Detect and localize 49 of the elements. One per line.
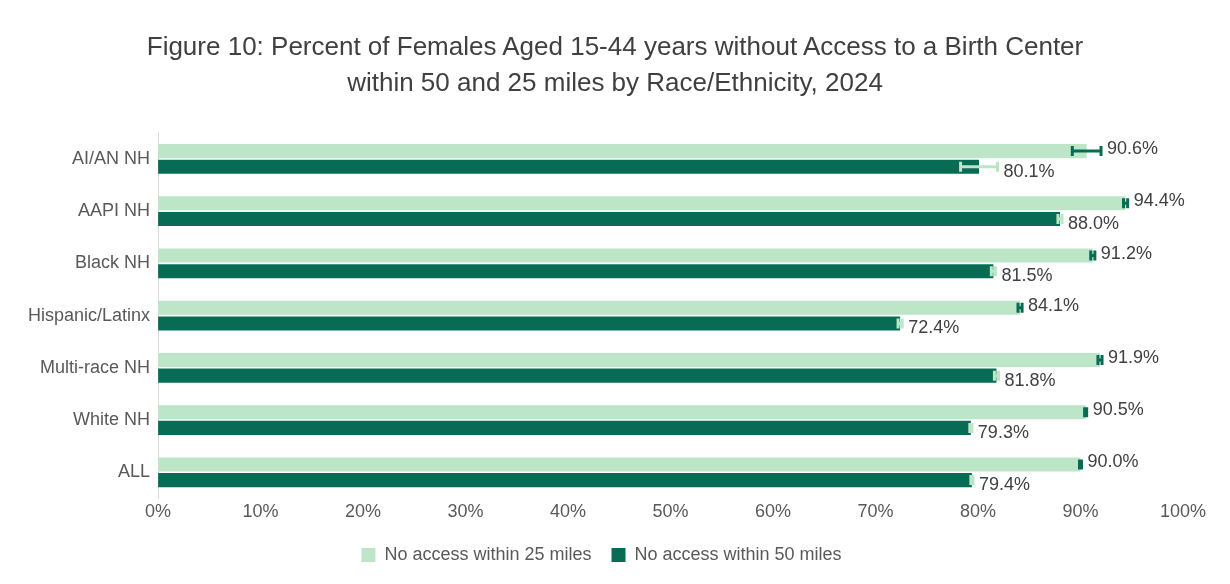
y-tick-label: White NH bbox=[73, 409, 151, 430]
data-label: 84.1% bbox=[1028, 294, 1080, 315]
x-tick-label: 90% bbox=[1062, 501, 1099, 522]
legend-label: No access within 50 miles bbox=[634, 543, 842, 564]
x-tick-label: 10% bbox=[242, 501, 279, 522]
data-label: 94.4% bbox=[1133, 190, 1185, 211]
bar bbox=[158, 457, 1081, 472]
data-label: 79.3% bbox=[977, 421, 1029, 442]
data-label: 88.0% bbox=[1068, 212, 1120, 233]
data-label: 79.4% bbox=[978, 474, 1030, 495]
x-tick-label: 30% bbox=[447, 501, 484, 522]
bar bbox=[158, 264, 994, 279]
x-tick-label: 20% bbox=[345, 501, 382, 522]
y-tick-label: Multi-race NH bbox=[40, 356, 151, 377]
y-tick-label: AAPI NH bbox=[78, 200, 151, 221]
data-label: 81.5% bbox=[1001, 265, 1053, 286]
bar bbox=[158, 420, 971, 435]
data-label: 72.4% bbox=[908, 317, 960, 338]
x-tick-label: 0% bbox=[145, 501, 172, 522]
data-label: 80.1% bbox=[1003, 160, 1055, 181]
x-tick-label: 100% bbox=[1159, 501, 1207, 522]
legend-label: No access within 25 miles bbox=[384, 543, 592, 564]
bar bbox=[158, 316, 901, 331]
data-label: 81.8% bbox=[1004, 369, 1056, 390]
bar bbox=[158, 248, 1093, 263]
x-tick-label: 50% bbox=[652, 501, 689, 522]
bar bbox=[158, 473, 972, 488]
x-tick-label: 60% bbox=[755, 501, 792, 522]
bar bbox=[158, 196, 1126, 211]
x-tick-label: 40% bbox=[550, 501, 587, 522]
y-tick-label: ALL bbox=[118, 461, 151, 482]
y-tick-label: AI/AN NH bbox=[72, 147, 151, 168]
bar bbox=[158, 144, 1087, 159]
data-label: 91.2% bbox=[1100, 242, 1152, 263]
y-tick-label: Hispanic/Latinx bbox=[28, 304, 151, 325]
x-tick-label: 70% bbox=[857, 501, 894, 522]
bar bbox=[158, 405, 1086, 420]
data-label: 90.6% bbox=[1107, 138, 1159, 159]
y-tick-label: Black NH bbox=[75, 252, 151, 273]
bar bbox=[158, 159, 980, 174]
data-label: 90.5% bbox=[1092, 399, 1144, 420]
bar bbox=[158, 352, 1100, 368]
data-label: 91.9% bbox=[1108, 346, 1160, 367]
bar bbox=[158, 211, 1061, 227]
bar bbox=[158, 368, 997, 383]
bar bbox=[158, 300, 1021, 315]
chart-title: Figure 10: Percent of Females Aged 15-44 years without Access to a Birth Center within 50 and 25 miles by Race/Ethnicity, 2024 bbox=[145, 30, 1085, 99]
data-label: 90.0% bbox=[1087, 451, 1139, 472]
x-tick-label: 80% bbox=[960, 501, 997, 522]
